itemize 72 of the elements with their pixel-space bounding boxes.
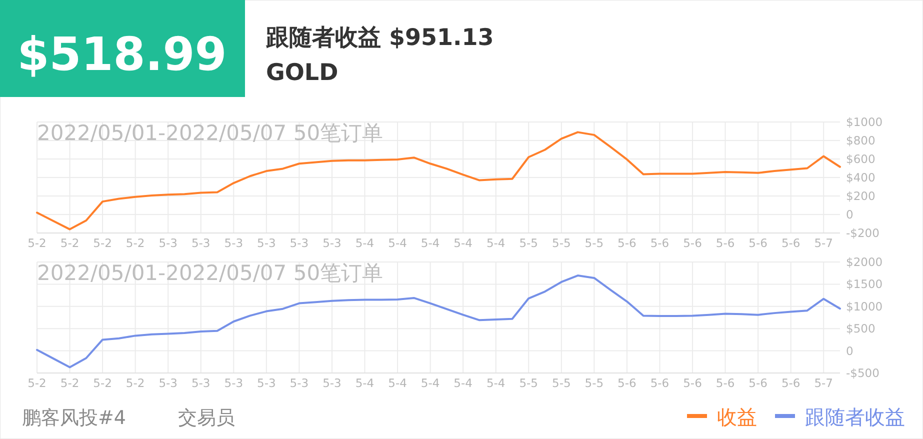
x-tick-label: 5-2	[28, 236, 46, 250]
x-tick-label: 5-2	[60, 376, 80, 390]
x-tick-label: 5-2	[126, 236, 145, 250]
x-tick-label: 5-5	[519, 236, 538, 250]
x-tick-label: 5-5	[584, 236, 604, 250]
x-tick-label: 5-3	[322, 236, 342, 250]
x-tick-label: 5-6	[618, 236, 636, 250]
x-tick-label: 5-2	[126, 376, 145, 390]
x-tick-label: 5-4	[355, 236, 374, 250]
x-tick-label: 5-2	[60, 236, 80, 250]
text: 交易员	[178, 407, 235, 429]
y-tick-label: $500	[846, 322, 876, 336]
x-tick-label: 5-4	[388, 236, 407, 250]
y-tick-label: $1000	[846, 299, 883, 314]
x-tick-label: 5-2	[93, 236, 112, 250]
x-tick-label: 5-5	[552, 376, 571, 390]
x-tick-label: 5-6	[781, 236, 800, 250]
annotation: 2022/05/01-2022/05/07 50笔订单	[37, 121, 384, 145]
x-tick-label: 5-3	[290, 236, 309, 250]
x-tick-label: 5-6	[781, 376, 800, 390]
x-tick-label: 5-3	[257, 236, 276, 250]
annotation: 2022/05/01-2022/05/07 50笔订单	[37, 261, 384, 285]
x-tick-label: 5-4	[420, 376, 440, 390]
y-tick-label: $400	[846, 170, 876, 184]
y-tick-label: -$500	[846, 366, 880, 380]
x-tick-label: 5-3	[257, 376, 276, 390]
y-tick-label: 0	[846, 208, 854, 222]
x-tick-label: 5-5	[584, 376, 604, 390]
x-tick-label: 5-6	[683, 236, 702, 250]
x-tick-label: 5-5	[552, 236, 571, 250]
x-tick-label: 5-4	[420, 236, 440, 250]
y-tick-label: $1000	[846, 115, 883, 129]
text: 跟随者收益 $951.13	[265, 25, 494, 51]
x-tick-label: 5-6	[748, 376, 768, 390]
x-tick-label: 5-4	[355, 376, 374, 390]
x-tick-label: 5-4	[486, 376, 506, 390]
x-tick-label: 5-3	[322, 376, 342, 390]
x-tick-label: 5-6	[683, 376, 702, 390]
y-tick-label: $200	[846, 189, 876, 203]
y-tick-label: $1500	[846, 277, 883, 292]
text: 鹏客风投#4	[22, 407, 126, 429]
x-tick-label: 5-2	[93, 376, 112, 390]
x-tick-label: 5-4	[486, 236, 506, 250]
x-tick-label: 5-3	[158, 236, 178, 250]
x-tick-label: 5-3	[224, 236, 244, 250]
y-tick-label: 0	[846, 344, 854, 358]
text: GOLD	[266, 60, 338, 86]
x-tick-label: 5-2	[28, 376, 46, 390]
x-tick-label: 5-4	[388, 376, 407, 390]
legend-label: 跟随者收益	[805, 405, 905, 429]
x-tick-label: 5-6	[650, 376, 670, 390]
x-tick-label: 5-6	[716, 376, 735, 390]
x-tick-label: 5-4	[454, 376, 472, 390]
x-tick-label: 5-6	[716, 236, 735, 250]
x-tick-label: 5-3	[224, 376, 244, 390]
x-tick-label: 5-3	[158, 376, 178, 390]
x-tick-label: 5-6	[650, 236, 670, 250]
text: $518.99	[17, 27, 227, 81]
x-tick-label: 5-4	[454, 236, 472, 250]
x-tick-label: 5-3	[290, 376, 309, 390]
x-tick-label: 5-7	[814, 376, 834, 390]
x-tick-label: 5-3	[191, 376, 210, 390]
y-tick-label: $800	[846, 134, 876, 148]
y-tick-label: -$200	[846, 226, 880, 240]
legend-label: 收益	[717, 405, 757, 429]
y-tick-label: $600	[846, 152, 876, 166]
x-tick-label: 5-5	[519, 376, 538, 390]
x-tick-label: 5-6	[748, 236, 768, 250]
x-tick-label: 5-3	[191, 236, 210, 250]
y-tick-label: $2000	[846, 255, 883, 269]
x-tick-label: 5-7	[814, 236, 834, 250]
x-tick-label: 5-6	[618, 376, 636, 390]
